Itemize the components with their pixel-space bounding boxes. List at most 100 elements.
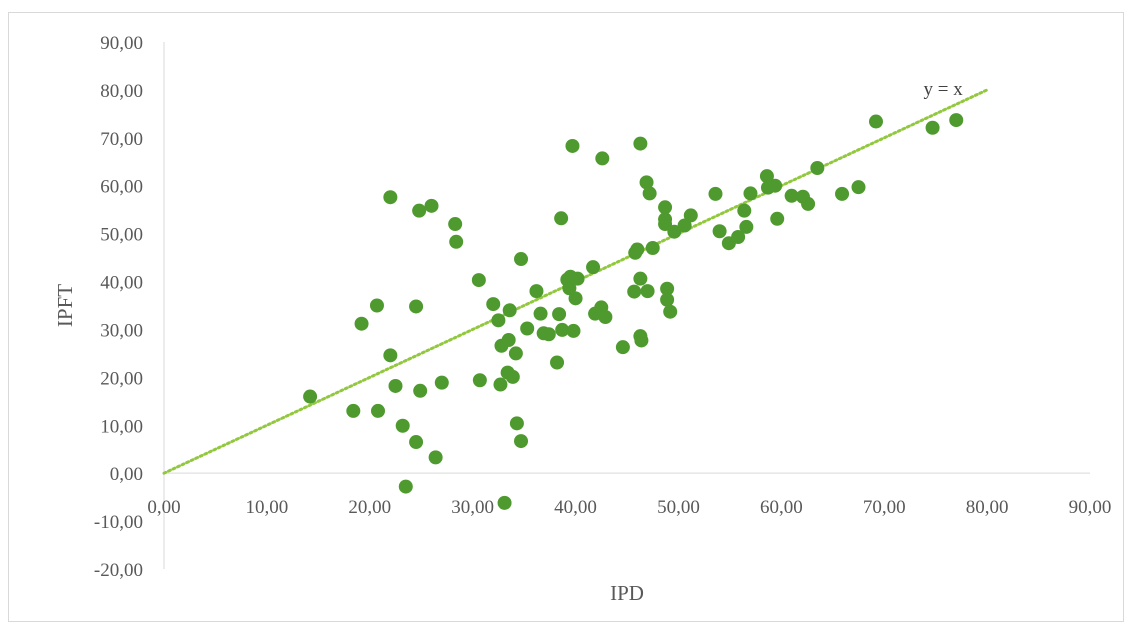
data-point [555,322,570,337]
data-point [491,313,506,328]
data-point [810,161,825,176]
data-point [712,224,727,239]
y-tick-label: -10,00 [94,512,143,533]
x-tick-label: 40,00 [554,497,597,518]
data-point [346,403,361,418]
data-point [640,284,655,299]
data-point [634,333,649,348]
data-point [770,211,785,226]
data-point [658,217,673,232]
data-point [554,211,569,226]
data-point [502,303,517,318]
data-point [388,378,403,393]
data-point [660,292,675,307]
data-point [586,260,601,275]
data-point [627,284,642,299]
data-point [486,297,501,312]
data-point [743,186,758,201]
data-points [303,113,964,510]
x-tick-label: 70,00 [863,497,906,518]
data-point [677,218,692,233]
data-point [768,178,783,193]
y-tick-label: -20,00 [94,560,143,581]
data-point [708,186,723,201]
x-tick-label: 50,00 [657,497,700,518]
data-point [354,316,369,331]
data-point [658,200,673,215]
data-point [371,403,386,418]
data-point [395,418,410,433]
y-tick-label: 20,00 [100,368,143,389]
y-tick-label: 40,00 [100,273,143,294]
data-point [508,346,523,361]
data-point [639,175,654,190]
x-axis-title: IPD [610,581,644,605]
data-point [633,136,648,151]
data-point [303,389,318,404]
x-tick-label: 90,00 [1069,497,1112,518]
data-point [801,196,816,211]
data-point [541,327,556,342]
reference-line-label: y = x [924,79,964,100]
data-point [630,242,645,257]
data-point [369,298,384,313]
data-point [409,299,424,314]
data-point [645,241,660,256]
data-point [529,284,544,299]
x-tick-label: 20,00 [348,497,391,518]
data-point [784,188,799,203]
data-point [667,224,682,239]
data-point [562,281,577,296]
data-point [598,309,613,324]
x-tick-label: 0,00 [147,497,180,518]
data-point [868,114,883,129]
x-tick-label: 80,00 [966,497,1009,518]
data-point [428,450,443,465]
data-point [615,340,630,355]
data-point [509,416,524,431]
y-tick-label: 80,00 [100,81,143,102]
data-point [383,190,398,205]
y-tick-label: 50,00 [100,225,143,246]
y-tick-label: 10,00 [100,416,143,437]
data-point [471,273,486,288]
data-point [550,355,565,370]
data-point [570,271,585,286]
data-point [520,321,535,336]
data-point [412,203,427,218]
data-point [552,307,567,322]
data-point [434,375,449,390]
y-tick-label: 90,00 [100,33,143,54]
data-point [660,281,675,296]
y-tick-label: 0,00 [110,464,143,485]
data-point [925,120,940,135]
data-point [497,495,512,510]
y-axis-title: IPFT [53,284,77,327]
data-point [949,113,964,128]
x-tick-label: 60,00 [760,497,803,518]
data-point [835,186,850,201]
chart-frame [8,12,1124,622]
data-point [383,348,398,363]
data-point [472,373,487,388]
data-point [505,369,520,384]
y-tick-label: 60,00 [100,177,143,198]
data-point [533,306,548,321]
data-point [448,217,463,232]
data-point [514,434,529,449]
data-point [683,208,698,223]
data-point [595,151,610,166]
y-tick-label: 70,00 [100,129,143,150]
data-point [731,229,746,244]
data-point [851,180,866,195]
data-point [514,252,529,267]
data-point [566,323,581,338]
x-tick-label: 30,00 [451,497,494,518]
data-point [501,332,516,347]
axes [163,42,1090,569]
tick-labels: 0,00 10,00 20,00 30,00 40,00 50,00 60,00 70,00 8… [94,33,1111,581]
data-point [565,138,580,153]
data-point [633,271,648,286]
data-point [413,383,428,398]
